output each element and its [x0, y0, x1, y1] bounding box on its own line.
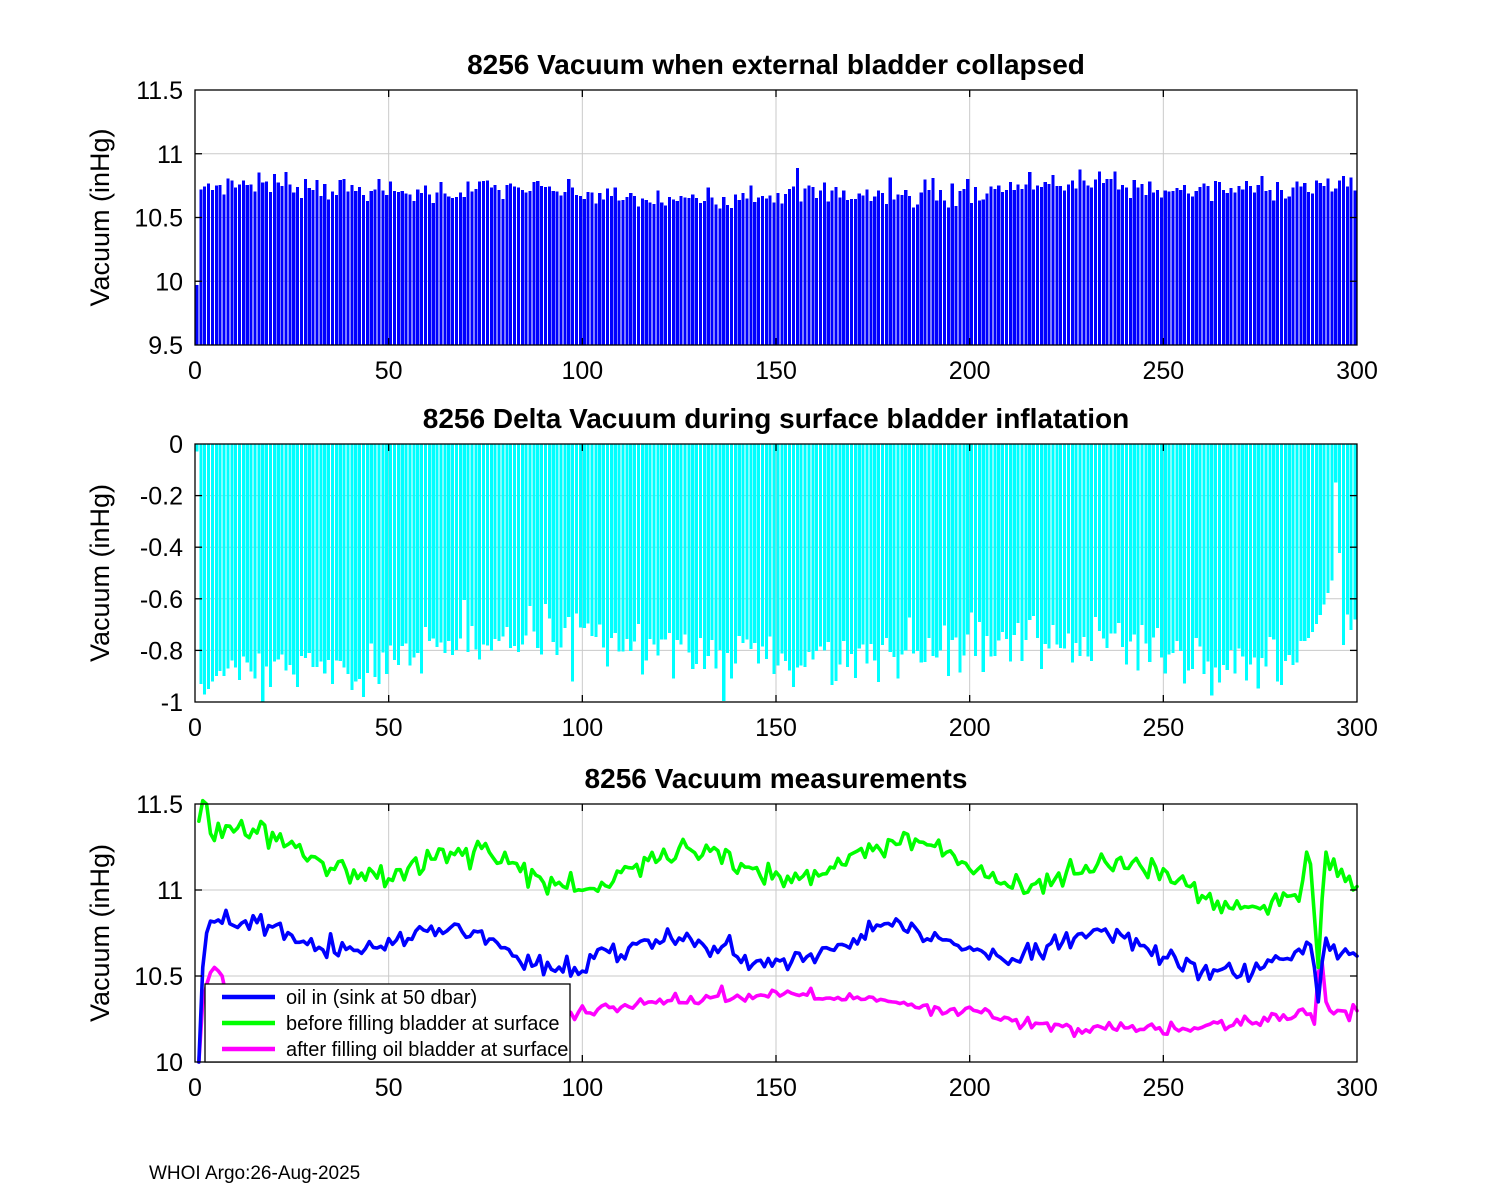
- svg-text:-0.4: -0.4: [140, 534, 183, 562]
- svg-text:Vacuum (inHg): Vacuum (inHg): [85, 844, 115, 1022]
- svg-text:8256 Vacuum measurements: 8256 Vacuum measurements: [585, 763, 968, 794]
- svg-text:200: 200: [949, 357, 991, 385]
- svg-text:10: 10: [155, 268, 183, 296]
- svg-text:9.5: 9.5: [148, 332, 183, 360]
- svg-text:10.5: 10.5: [134, 963, 183, 991]
- svg-text:150: 150: [755, 714, 797, 742]
- svg-text:0: 0: [169, 431, 183, 459]
- svg-text:200: 200: [949, 1074, 991, 1102]
- svg-text:100: 100: [561, 1074, 603, 1102]
- svg-text:300: 300: [1336, 1074, 1378, 1102]
- svg-text:150: 150: [755, 1074, 797, 1102]
- svg-text:11: 11: [157, 141, 183, 169]
- svg-text:100: 100: [561, 357, 603, 385]
- svg-text:Vacuum (inHg): Vacuum (inHg): [85, 484, 115, 662]
- svg-text:100: 100: [561, 714, 603, 742]
- svg-text:0: 0: [188, 1074, 202, 1102]
- svg-text:50: 50: [375, 1074, 403, 1102]
- svg-text:-0.8: -0.8: [140, 637, 183, 665]
- svg-text:11.5: 11.5: [136, 77, 183, 105]
- svg-text:after filling oil bladder at s: after filling oil bladder at surface: [286, 1039, 568, 1061]
- svg-text:-0.2: -0.2: [140, 483, 183, 511]
- svg-text:-1: -1: [161, 689, 183, 717]
- svg-text:oil in (sink at 50 dbar): oil in (sink at 50 dbar): [286, 987, 477, 1009]
- svg-text:200: 200: [949, 714, 991, 742]
- svg-text:250: 250: [1142, 714, 1184, 742]
- svg-text:300: 300: [1336, 714, 1378, 742]
- svg-text:300: 300: [1336, 357, 1378, 385]
- svg-text:50: 50: [375, 714, 403, 742]
- svg-text:before filling bladder at surf: before filling bladder at surface: [286, 1013, 560, 1035]
- svg-text:50: 50: [375, 357, 403, 385]
- svg-text:0: 0: [188, 357, 202, 385]
- svg-text:11.5: 11.5: [136, 791, 183, 819]
- svg-text:-0.6: -0.6: [140, 586, 183, 614]
- svg-text:8256 Vacuum when external blad: 8256 Vacuum when external bladder collap…: [467, 49, 1085, 80]
- svg-text:Vacuum (inHg): Vacuum (inHg): [85, 128, 115, 306]
- svg-text:250: 250: [1142, 357, 1184, 385]
- svg-text:150: 150: [755, 357, 797, 385]
- svg-text:8256 Delta Vacuum during surfa: 8256 Delta Vacuum during surface bladder…: [423, 403, 1129, 434]
- svg-text:10.5: 10.5: [134, 205, 183, 233]
- svg-text:11: 11: [157, 877, 183, 905]
- svg-text:10: 10: [155, 1049, 183, 1077]
- svg-text:0: 0: [188, 714, 202, 742]
- svg-text:250: 250: [1142, 1074, 1184, 1102]
